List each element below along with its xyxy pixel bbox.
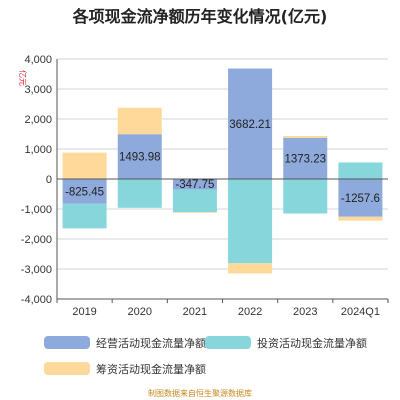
bar-segment <box>62 179 107 204</box>
bar-segment <box>228 68 273 179</box>
data-label: 1373.23 <box>284 153 326 165</box>
y-tick-label: -1,000 <box>21 204 52 216</box>
y-tick-label: 0 <box>46 174 52 186</box>
bar-segment <box>228 179 273 264</box>
bar-segment <box>338 179 383 217</box>
legend-swatch <box>205 336 251 349</box>
x-tick-label: 2019 <box>72 306 96 318</box>
bar-segment <box>172 189 217 213</box>
y-tick-label: 4,000 <box>24 54 52 66</box>
legend-swatch <box>44 362 90 375</box>
bar-segment <box>338 162 383 179</box>
bar-segment <box>117 107 162 135</box>
y-tick-label: -4,000 <box>21 294 52 306</box>
x-tick-label: 2020 <box>128 306 152 318</box>
bar-segment <box>283 137 328 179</box>
bar-segment <box>172 179 217 190</box>
y-tick-label: 2,000 <box>24 114 52 126</box>
bar-segment <box>338 216 383 221</box>
y-axis-unit-label: 亿元 <box>18 70 28 86</box>
y-tick-label: 1,000 <box>24 144 52 156</box>
bar-segment <box>62 152 107 179</box>
bar-segment <box>228 263 273 274</box>
y-tick-label: -3,000 <box>21 264 52 276</box>
bar-segment <box>283 179 328 214</box>
x-tick-label: 2022 <box>238 306 262 318</box>
data-label: 1493.98 <box>119 152 161 164</box>
data-labels: -825.45 1493.98 -347.75 3682.21 1373.23 -1257… <box>65 119 380 205</box>
chart-title: 各项现金流净额历年变化情况(亿元) <box>72 7 328 26</box>
legend-swatch <box>44 336 90 349</box>
bar-segment <box>283 136 328 138</box>
y-tick-label: -2,000 <box>21 234 52 246</box>
gridlines <box>57 58 388 300</box>
data-label: -347.75 <box>175 179 214 191</box>
legend-label: 投资活动现金流量净额 <box>257 336 367 350</box>
y-tick-label: 3,000 <box>24 84 52 96</box>
axes: 4,000 3,000 2,000 1,000 0 -1,000 -2,000 -3,000 -… <box>21 54 389 318</box>
x-tick-label: 2024Q1 <box>341 306 380 318</box>
x-tick-label: 2021 <box>183 306 207 318</box>
legend-label: 筹资活动现金流量净额 <box>96 362 206 376</box>
bars <box>62 68 383 274</box>
bar-segment <box>117 134 162 179</box>
data-label: 3682.21 <box>229 119 271 131</box>
bar-segment <box>117 179 162 208</box>
data-label: -1257.6 <box>341 193 380 205</box>
bar-segment <box>62 203 107 229</box>
x-tick-label: 2023 <box>293 306 317 318</box>
source-note: 制图数据来自恒生聚源数据库 <box>148 388 252 398</box>
data-label: -825.45 <box>65 186 104 198</box>
legend-label: 经营活动现金流量净额 <box>96 336 206 350</box>
bar-segment <box>172 212 217 213</box>
